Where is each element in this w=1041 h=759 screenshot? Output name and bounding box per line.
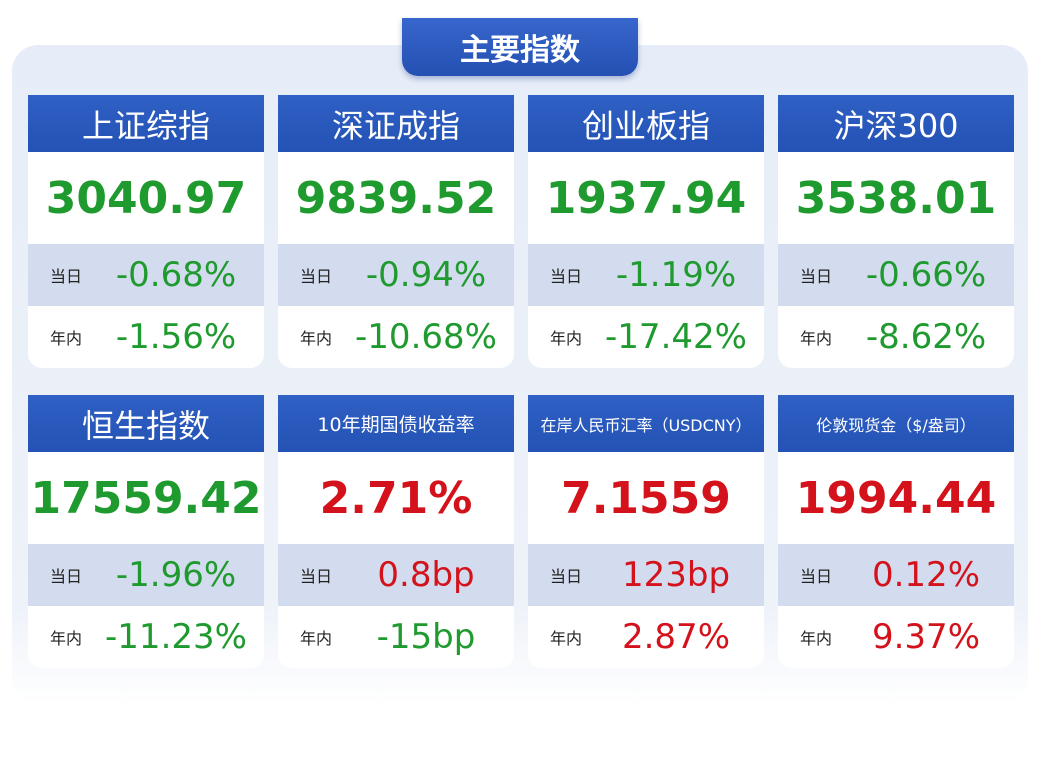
change-value: 2.87% — [621, 617, 730, 657]
change-label: 当日 — [300, 267, 333, 286]
change-row: 年内 -11.23% — [28, 606, 264, 668]
change-row: 当日 -1.96% — [28, 544, 264, 606]
card-name: 沪深300 — [778, 95, 1014, 152]
change-value: -0.94% — [365, 255, 487, 295]
index-card: 恒生指数 17559.42 当日 -1.96% 年内 -11.23% — [28, 395, 264, 668]
change-label: 当日 — [800, 567, 833, 586]
change-label: 当日 — [550, 267, 583, 286]
change-label: 当日 — [50, 267, 83, 286]
change-label: 年内 — [800, 329, 833, 348]
change-row: 当日 -0.66% — [778, 244, 1014, 306]
change-row: 当日 0.8bp — [278, 544, 514, 606]
change-label: 年内 — [550, 629, 583, 648]
index-card: 沪深300 3538.01 当日 -0.66% 年内 -8.62% — [778, 95, 1014, 368]
change-value: -1.19% — [615, 255, 737, 295]
change-row: 当日 -0.68% — [28, 244, 264, 306]
change-row: 年内 9.37% — [778, 606, 1014, 668]
card-value: 9839.52 — [295, 172, 497, 224]
card-name: 恒生指数 — [28, 395, 264, 452]
change-label: 当日 — [550, 567, 583, 586]
card-value: 1994.44 — [795, 472, 997, 524]
change-label: 年内 — [300, 629, 333, 648]
change-value: -17.42% — [605, 317, 747, 357]
change-label: 年内 — [50, 329, 83, 348]
change-label: 年内 — [550, 329, 583, 348]
card-value: 2.71% — [319, 472, 473, 524]
change-row: 当日 -1.19% — [528, 244, 764, 306]
change-row: 年内 -15bp — [278, 606, 514, 668]
index-card: 上证综指 3040.97 当日 -0.68% 年内 -1.56% — [28, 95, 264, 368]
card-name: 上证综指 — [28, 95, 264, 152]
card-value: 1937.94 — [545, 172, 747, 224]
card-name: 伦敦现货金（$/盎司） — [778, 395, 1014, 452]
change-value: 0.8bp — [377, 555, 475, 595]
change-label: 当日 — [50, 567, 83, 586]
change-value: -8.62% — [865, 317, 987, 357]
change-value: -0.68% — [115, 255, 237, 295]
index-card: 10年期国债收益率 2.71% 当日 0.8bp 年内 -15bp — [278, 395, 514, 668]
change-row: 年内 -17.42% — [528, 306, 764, 368]
card-value: 3538.01 — [795, 172, 997, 224]
change-value: 9.37% — [871, 617, 980, 657]
index-card: 在岸人民币汇率（USDCNY） 7.1559 当日 123bp 年内 2.87% — [528, 395, 764, 668]
change-row: 年内 -1.56% — [28, 306, 264, 368]
change-row: 当日 0.12% — [778, 544, 1014, 606]
card-name: 深证成指 — [278, 95, 514, 152]
index-card: 伦敦现货金（$/盎司） 1994.44 当日 0.12% 年内 9.37% — [778, 395, 1014, 668]
card-value: 3040.97 — [45, 172, 247, 224]
card-name: 在岸人民币汇率（USDCNY） — [528, 395, 764, 452]
change-label: 当日 — [300, 567, 333, 586]
change-value: 123bp — [621, 555, 731, 595]
card-value: 7.1559 — [561, 472, 731, 524]
change-value: 0.12% — [871, 555, 980, 595]
change-value: -11.23% — [105, 617, 247, 657]
change-value: -10.68% — [355, 317, 497, 357]
change-row: 当日 123bp — [528, 544, 764, 606]
change-value: -15bp — [376, 617, 476, 657]
change-label: 年内 — [50, 629, 83, 648]
card-value: 17559.42 — [30, 472, 262, 524]
change-label: 年内 — [300, 329, 333, 348]
change-label: 当日 — [800, 267, 833, 286]
change-label: 年内 — [800, 629, 833, 648]
change-value: -1.56% — [115, 317, 237, 357]
card-name: 创业板指 — [528, 95, 764, 152]
index-card: 创业板指 1937.94 当日 -1.19% 年内 -17.42% — [528, 95, 764, 368]
change-value: -1.96% — [115, 555, 237, 595]
index-card: 深证成指 9839.52 当日 -0.94% 年内 -10.68% — [278, 95, 514, 368]
change-row: 年内 -8.62% — [778, 306, 1014, 368]
change-row: 当日 -0.94% — [278, 244, 514, 306]
title: 主要指数 — [402, 18, 638, 76]
change-row: 年内 -10.68% — [278, 306, 514, 368]
card-name: 10年期国债收益率 — [278, 395, 514, 452]
change-row: 年内 2.87% — [528, 606, 764, 668]
change-value: -0.66% — [865, 255, 987, 295]
